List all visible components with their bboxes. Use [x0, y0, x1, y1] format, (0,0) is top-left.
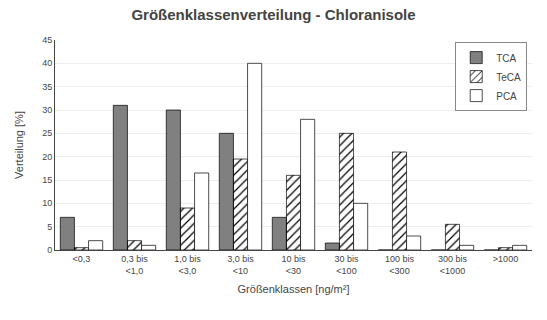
svg-text:10: 10 — [42, 198, 52, 208]
svg-text:15: 15 — [42, 175, 52, 185]
svg-text:40: 40 — [42, 58, 52, 68]
svg-text:25: 25 — [42, 128, 52, 138]
svg-text:TCA: TCA — [496, 53, 516, 64]
svg-text:30 bis<100: 30 bis<100 — [334, 254, 359, 276]
svg-text:30: 30 — [42, 105, 52, 115]
svg-text:10 bis<30: 10 bis<30 — [281, 254, 306, 276]
svg-text:TeCA: TeCA — [496, 72, 521, 83]
svg-text:20: 20 — [42, 152, 52, 162]
svg-text:0: 0 — [47, 245, 52, 255]
svg-text:>1000: >1000 — [493, 254, 518, 264]
svg-text:300 bis<1000: 300 bis<1000 — [438, 254, 468, 276]
svg-text:45: 45 — [42, 35, 52, 45]
svg-text:Verteilung [%]: Verteilung [%] — [13, 111, 25, 179]
svg-text:1,0 bis<3,0: 1,0 bis<3,0 — [174, 254, 201, 276]
svg-text:5: 5 — [47, 222, 52, 232]
svg-text:100 bis<300: 100 bis<300 — [385, 254, 415, 276]
svg-text:0,3 bis<1,0: 0,3 bis<1,0 — [121, 254, 148, 276]
svg-text:Größenklassen [ng/m²]: Größenklassen [ng/m²] — [238, 283, 350, 295]
svg-text:35: 35 — [42, 82, 52, 92]
svg-text:<0,3: <0,3 — [73, 254, 91, 264]
svg-text:PCA: PCA — [496, 91, 517, 102]
svg-text:Größenklassenverteilung - Chlo: Größenklassenverteilung - Chloranisole — [131, 6, 415, 23]
svg-text:3,0 bis<10: 3,0 bis<10 — [227, 254, 254, 276]
